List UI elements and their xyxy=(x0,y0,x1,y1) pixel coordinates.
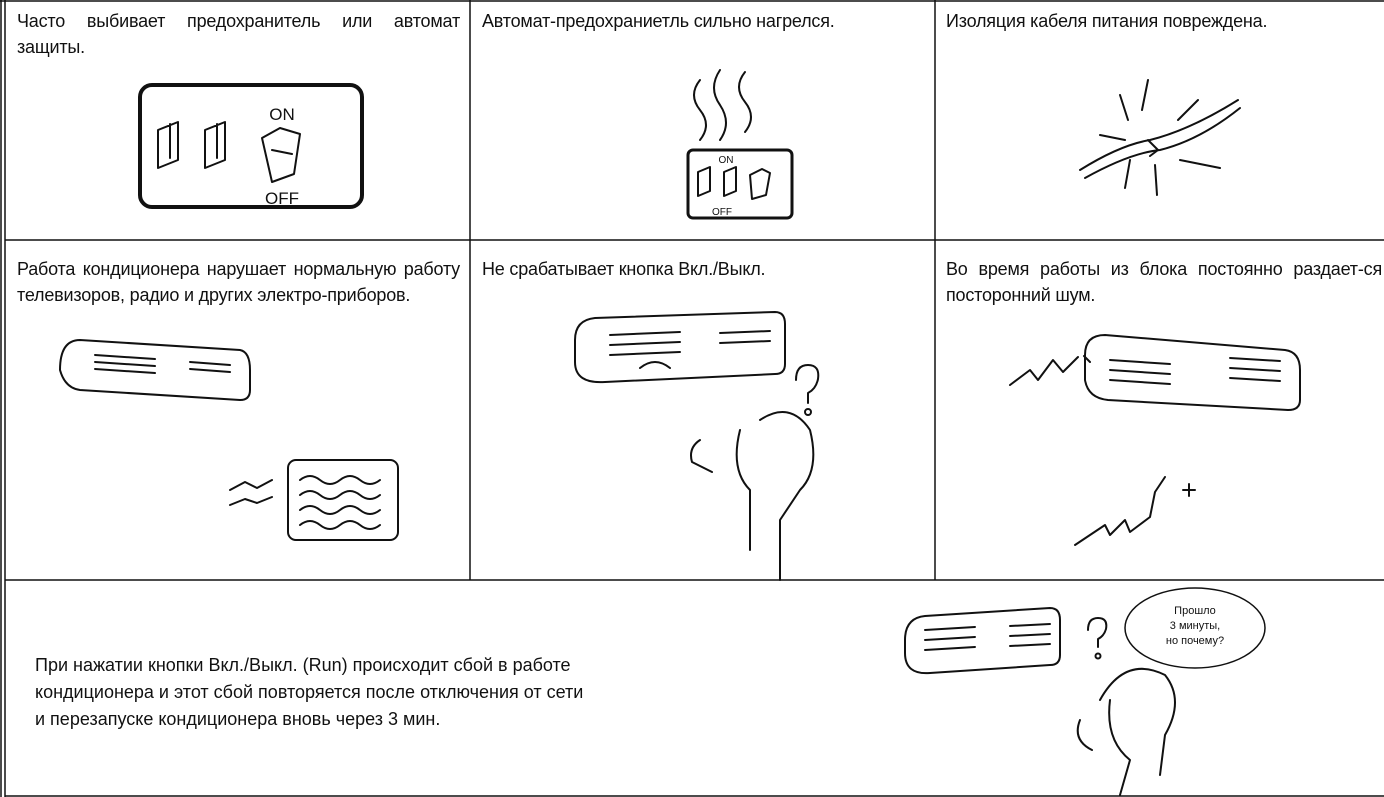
cell-text: Не срабатывает кнопка Вкл./Выкл. xyxy=(482,259,766,279)
switch-label: ON xyxy=(269,105,295,124)
cell-text: Часто выбивает предохранитель или автома… xyxy=(17,11,460,57)
cell-text: Во время работы из блока постоянно разда… xyxy=(946,259,1382,305)
bubble-text: Прошло xyxy=(1174,605,1216,617)
cell-text: Работа кондиционера нарушает нормальную … xyxy=(17,259,460,305)
hot-breaker xyxy=(686,69,794,220)
breaker-panel xyxy=(138,83,364,209)
switch-label: OFF xyxy=(712,207,732,218)
bottom-text: При нажатии кнопки Вкл./Выкл. (Run) прои… xyxy=(35,655,571,675)
cell-text: Автомат-предохраниетль сильно нагрелся. xyxy=(482,11,835,31)
bubble-text: но почему? xyxy=(1166,635,1224,647)
bubble-text: 3 минуты, xyxy=(1170,620,1220,632)
bottom-text: и перезапуске кондиционера вновь через 3… xyxy=(35,709,441,729)
cell-text: Изоляция кабеля питания повреждена. xyxy=(946,11,1268,31)
cracked-cable xyxy=(1079,79,1241,196)
switch-label: ON xyxy=(719,155,734,166)
ac-person-bubble xyxy=(904,587,1266,796)
ac-and-person xyxy=(574,311,820,581)
ac-and-tv xyxy=(59,339,399,541)
switch-label: OFF xyxy=(265,189,299,208)
bottom-text: кондиционера и этот сбой повторяется пос… xyxy=(35,682,584,702)
noisy-ac xyxy=(1009,334,1301,546)
